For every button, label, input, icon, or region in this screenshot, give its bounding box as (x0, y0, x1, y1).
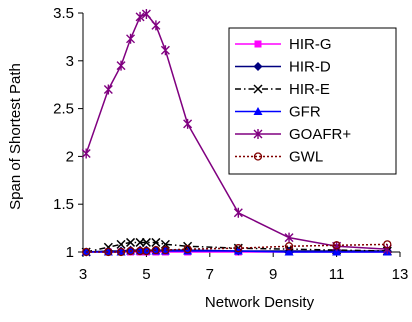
series-layer (81, 8, 392, 257)
y-tick-label: 2 (66, 148, 74, 165)
data-point-goafr (126, 33, 136, 44)
legend-label: GOAFR+ (289, 126, 351, 143)
data-point-gwl (161, 245, 170, 255)
y-tick-label: 1.5 (53, 196, 74, 213)
x-ticks: 3 5 7 9 11 13 (79, 252, 409, 283)
data-point-gwl (135, 246, 145, 256)
data-point-gfr (103, 247, 113, 256)
data-point-goafr (284, 232, 294, 243)
series-goafr (81, 8, 392, 255)
legend-label: HIR-G (289, 36, 332, 53)
data-point-goafr (135, 11, 145, 22)
legend-item-gwl: GWL (235, 149, 323, 166)
legend-label: GWL (289, 149, 323, 166)
data-point-gwl (126, 246, 135, 256)
legend-label: HIR-E (289, 81, 330, 98)
data-point-gwl (104, 247, 113, 257)
data-point-goafr (233, 207, 243, 218)
data-point-gfr (332, 247, 342, 256)
data-point-hir-e (126, 237, 136, 247)
data-point-goafr (141, 8, 151, 19)
legend-box (228, 27, 397, 175)
y-tick-label: 3.5 (53, 5, 74, 22)
x-axis-title: Network Density (205, 294, 315, 311)
plot-area: 1 1.5 2 2.5 3 3.5 3 5 7 9 11 13 (53, 5, 408, 283)
legend-label: GFR (289, 104, 321, 121)
data-point-gwl (183, 244, 192, 254)
legend-item-hir-e: HIR-E (235, 81, 330, 98)
data-point-gfr (284, 247, 294, 256)
x-tick-label: 3 (79, 266, 87, 283)
y-tick-label: 3 (66, 53, 74, 70)
data-point-gwl (142, 246, 151, 256)
x-tick-label: 7 (206, 266, 214, 283)
data-point-hir-e (141, 237, 151, 247)
data-point-goafr (116, 60, 126, 71)
y-tick-label: 2.5 (53, 101, 74, 118)
series-line-gwl (86, 243, 388, 253)
data-point-gwl (234, 244, 243, 253)
legend-swatch-marker (253, 129, 263, 139)
data-point-hir-e (151, 237, 161, 247)
legend-item-hir-g: HIR-G (235, 36, 332, 53)
data-point-goafr (183, 118, 193, 129)
data-point-gwl (151, 245, 161, 255)
x-tick-label: 5 (142, 266, 150, 283)
data-point-gfr (116, 247, 126, 256)
data-point-hir-e (116, 239, 126, 249)
data-point-goafr (81, 148, 91, 159)
legend-label: HIR-D (289, 59, 331, 76)
x-tick-label: 11 (329, 266, 345, 283)
data-point-goafr (151, 20, 161, 31)
data-point-gwl (116, 247, 126, 257)
legend-item-gfr: GFR (235, 104, 321, 121)
y-tick-label: 1 (66, 244, 74, 261)
data-point-gwl (332, 241, 341, 250)
legend-swatch-marker (254, 40, 262, 48)
series-gwl (82, 240, 392, 257)
data-point-gwl (383, 240, 392, 249)
legend-swatch-marker (253, 62, 263, 71)
data-point-gfr (233, 246, 243, 255)
legend: HIR-G HIR-D HIR-E GFR GOAFR+ GWL (228, 27, 397, 175)
legend-swatch-marker (253, 84, 263, 94)
data-point-gwl (82, 247, 91, 257)
x-tick-label: 13 (392, 266, 409, 283)
legend-item-hir-d: HIR-D (235, 59, 331, 76)
data-point-goafr (103, 84, 113, 95)
y-axis-title: Span of Shortest Path (7, 63, 24, 210)
y-ticks: 1 1.5 2 2.5 3 3.5 (53, 5, 83, 261)
x-tick-label: 9 (269, 266, 277, 283)
data-point-goafr (160, 45, 170, 56)
legend-swatch-marker (253, 152, 263, 161)
legend-item-goafr: GOAFR+ (235, 126, 351, 143)
legend-swatch-marker (253, 107, 263, 115)
data-point-gwl (284, 242, 294, 251)
